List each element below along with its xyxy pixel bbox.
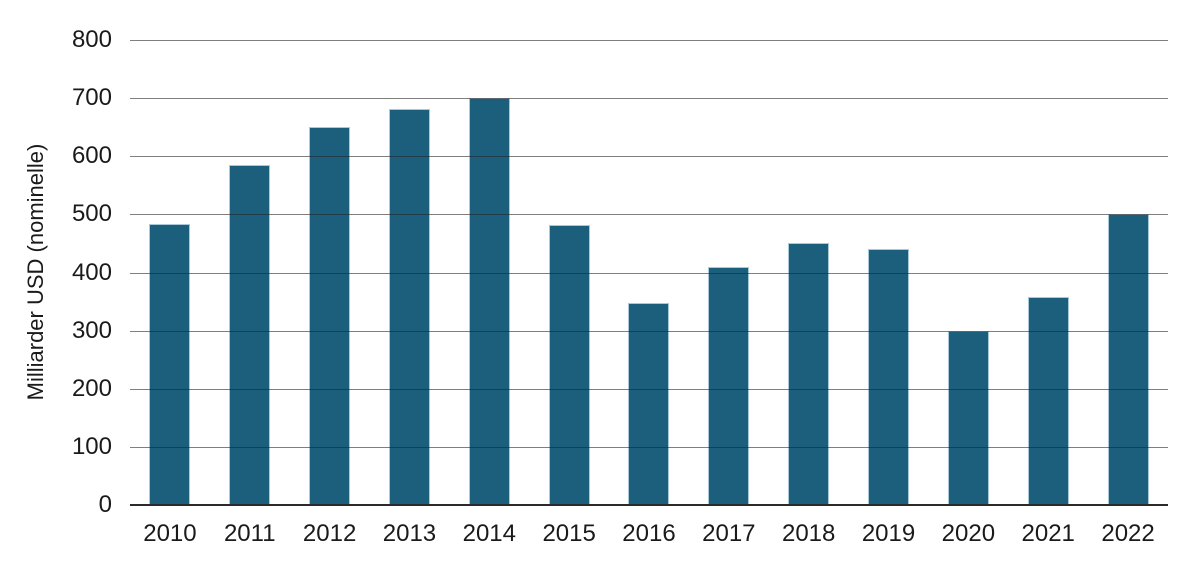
bar-slot-2011 [210, 40, 290, 505]
x-tick-label-2014: 2014 [462, 520, 516, 547]
x-tick-label-2021: 2021 [1021, 520, 1075, 547]
y-tick-label-700: 700 [71, 84, 112, 112]
bar-slot-2017 [689, 40, 769, 505]
x-tick-label-2010: 2010 [143, 520, 197, 547]
bar-2021 [1027, 296, 1069, 505]
x-tick-label-2013: 2013 [382, 520, 437, 547]
bar-2019 [868, 248, 910, 505]
bar-slot-2013 [370, 40, 450, 505]
x-tick-label-2012: 2012 [302, 520, 357, 547]
bar-slot-2018 [769, 40, 849, 505]
bar-2020 [947, 330, 989, 505]
bar-2016 [628, 302, 670, 505]
bar-2013 [388, 108, 430, 505]
y-tick-label-600: 600 [71, 142, 112, 170]
x-tick-label-2022: 2022 [1101, 520, 1155, 547]
bar-slot-2015 [529, 40, 609, 505]
x-tick-label-2011: 2011 [223, 520, 276, 547]
bar-2012 [309, 126, 351, 505]
bar-slot-2010 [130, 40, 210, 505]
bar-slot-2016 [609, 40, 689, 505]
x-axis-labels: 2010 2011 2012 2013 2014 2015 2016 2017 2018 2019… [130, 517, 1168, 551]
y-tick-label-0: 0 [98, 491, 112, 518]
x-tick-label-2015: 2015 [542, 520, 596, 547]
bar-2011 [229, 164, 271, 505]
x-tick-label-2018: 2018 [781, 520, 836, 547]
y-tick-label-500: 500 [71, 200, 112, 228]
bar-slot-2014 [449, 40, 529, 505]
y-tick-label-100: 100 [71, 432, 112, 460]
y-tick-label-300: 300 [71, 316, 112, 344]
y-tick-label-800: 800 [71, 26, 112, 53]
bar-2017 [708, 266, 750, 505]
y-tick-label-400: 400 [71, 258, 112, 286]
plot-area [130, 40, 1168, 505]
bar-2014 [468, 98, 510, 505]
x-tick-label-2020: 2020 [941, 520, 996, 547]
bar-slot-2012 [290, 40, 370, 505]
bar-2018 [788, 243, 830, 505]
bar-slot-2020 [928, 40, 1008, 505]
bar-slot-2022 [1088, 40, 1168, 505]
bar-2022 [1107, 214, 1149, 505]
bar-2015 [548, 225, 590, 505]
x-tick-label-2017: 2017 [702, 520, 756, 547]
bar-slot-2021 [1008, 40, 1088, 505]
x-axis-line [130, 504, 1168, 506]
bar-2010 [149, 224, 191, 505]
x-tick-label-2019: 2019 [861, 520, 916, 547]
x-tick-label-2016: 2016 [622, 520, 676, 547]
bar-slot-2019 [849, 40, 929, 505]
y-tick-label-200: 200 [71, 374, 112, 402]
bars-layer [130, 40, 1168, 505]
